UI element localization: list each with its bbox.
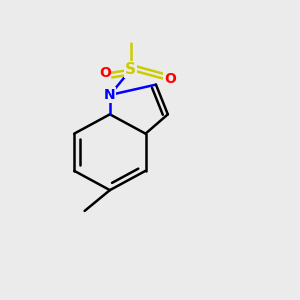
Text: O: O <box>164 72 176 86</box>
Text: N: N <box>104 88 116 102</box>
Text: O: O <box>99 66 111 80</box>
Text: S: S <box>125 62 136 77</box>
